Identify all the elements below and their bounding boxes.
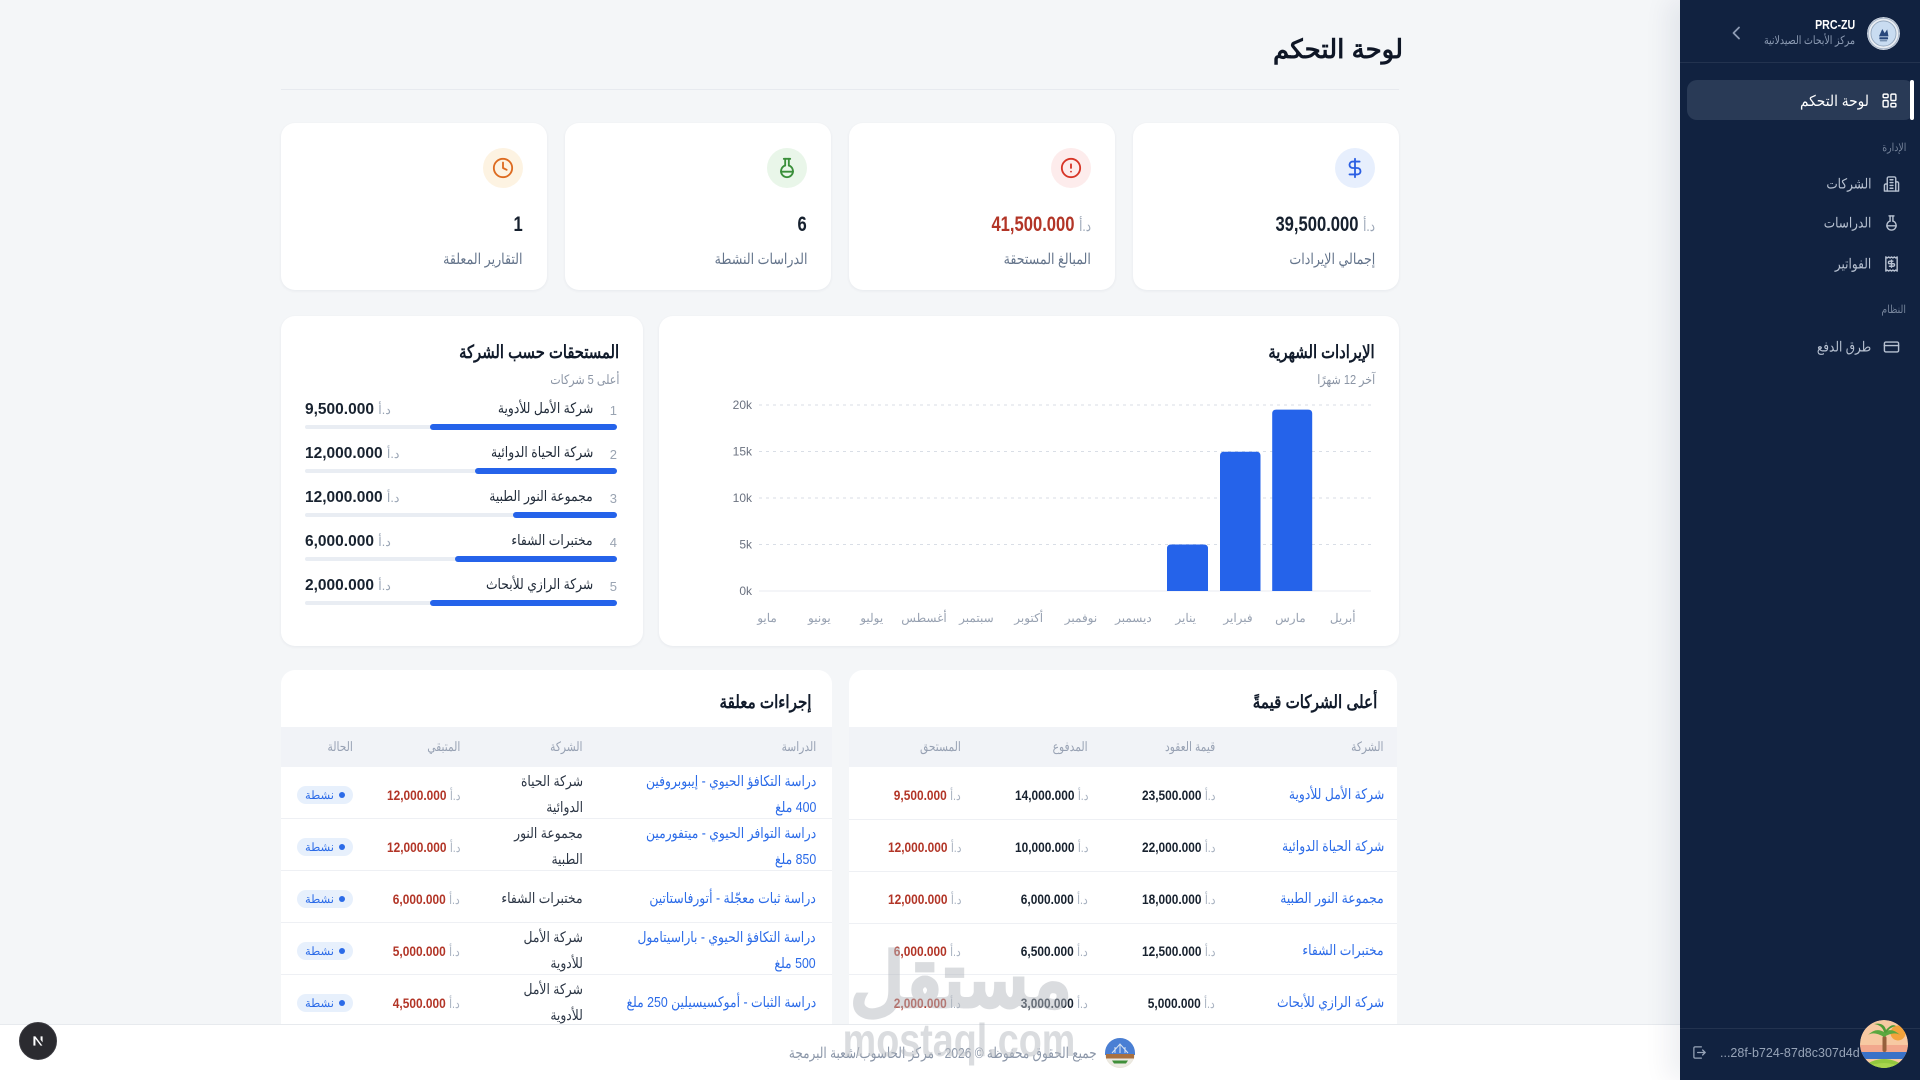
svg-text:أبريل: أبريل bbox=[1330, 610, 1356, 625]
svg-text:0k: 0k bbox=[739, 584, 753, 598]
svg-text:سبتمبر: سبتمبر bbox=[958, 611, 993, 625]
svg-text:20k: 20k bbox=[733, 398, 753, 412]
svg-text:يوليو: يوليو bbox=[859, 611, 883, 625]
svg-text:يناير: يناير bbox=[1174, 611, 1196, 625]
svg-text:يونيو: يونيو bbox=[807, 611, 831, 625]
svg-text:ديسمبر: ديسمبر bbox=[1114, 611, 1152, 625]
svg-text:مارس: مارس bbox=[1275, 611, 1306, 625]
svg-text:5k: 5k bbox=[739, 538, 753, 552]
svg-text:15k: 15k bbox=[733, 445, 753, 459]
svg-text:مايو: مايو bbox=[756, 611, 777, 625]
svg-text:أغسطس: أغسطس bbox=[901, 610, 946, 625]
svg-text:10k: 10k bbox=[733, 491, 753, 505]
svg-text:أكتوبر: أكتوبر bbox=[1013, 610, 1043, 625]
svg-text:نوفمبر: نوفمبر bbox=[1064, 611, 1097, 625]
svg-text:فبراير: فبراير bbox=[1222, 611, 1252, 625]
